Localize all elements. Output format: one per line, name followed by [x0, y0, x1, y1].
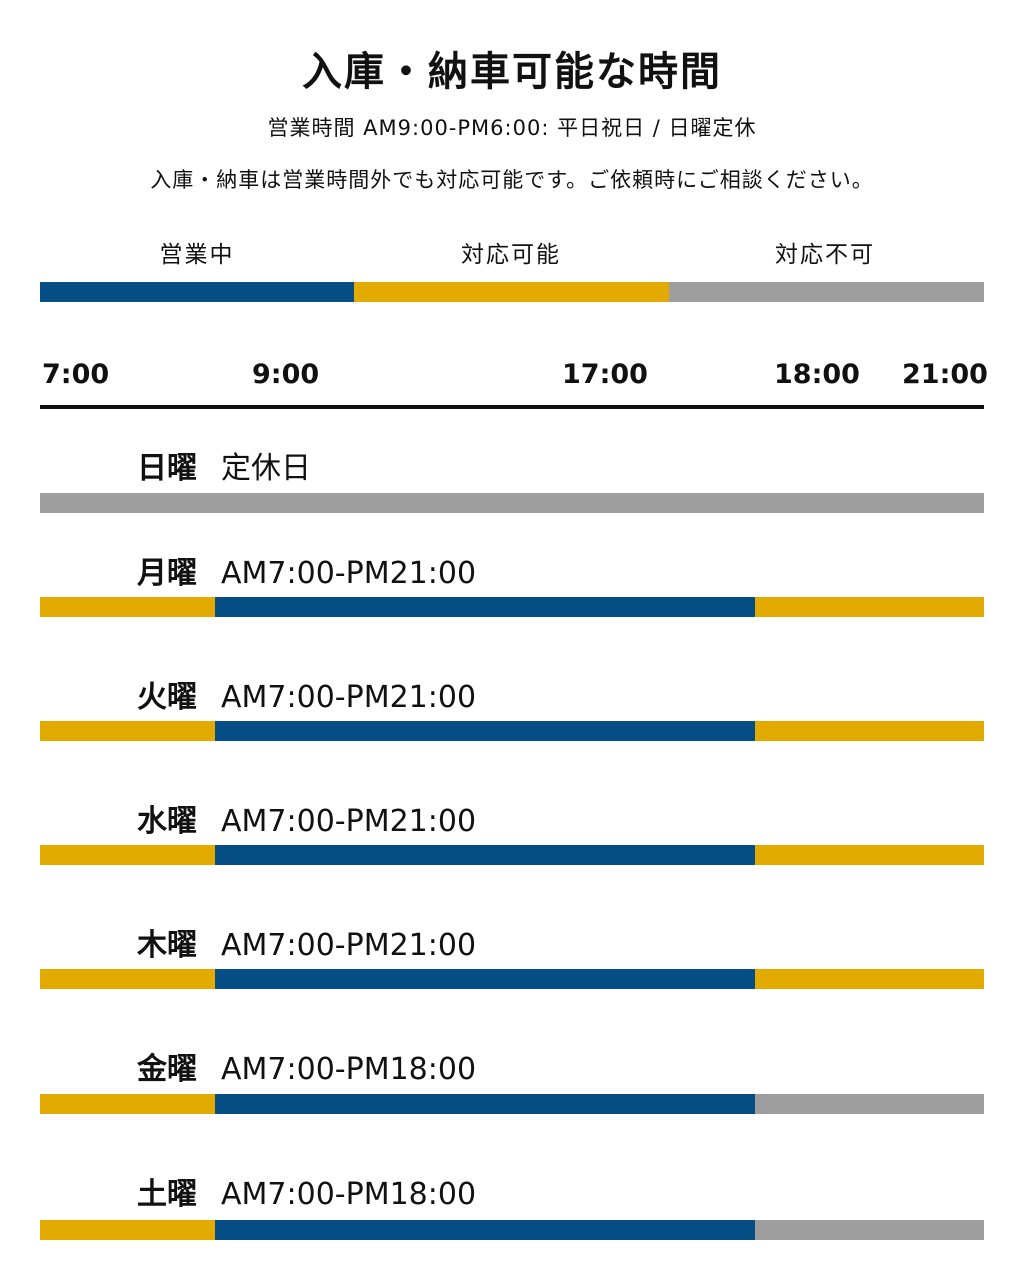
segment-open — [215, 1094, 755, 1114]
day-label-thursday: 木曜 AM7:00-PM21:00 — [137, 927, 476, 965]
day-bar-thursday — [40, 969, 984, 989]
tick-label: 17:00 — [562, 359, 648, 390]
segment-available — [40, 1220, 216, 1240]
after-hours-note: 入庫・納車は営業時間外でも対応可能です。ご依頼時にご相談ください。 — [150, 168, 874, 192]
day-bar-friday — [40, 1094, 984, 1114]
segment-unavailable — [40, 493, 984, 513]
segment-unavailable — [754, 1094, 984, 1114]
legend-swatch-open — [40, 282, 354, 302]
day-name: 月曜 — [137, 556, 197, 591]
segment-available — [754, 597, 984, 617]
day-label-sunday: 日曜 定休日 — [137, 450, 311, 488]
day-label-monday: 月曜 AM7:00-PM21:00 — [137, 555, 476, 593]
segment-available — [754, 845, 984, 865]
segment-available — [40, 969, 216, 989]
legend-label-unavailable: 対応不可 — [775, 242, 875, 268]
day-hours: AM7:00-PM18:00 — [221, 1177, 477, 1212]
segment-available — [40, 597, 216, 617]
day-hours: 定休日 — [221, 451, 311, 486]
legend-swatch-available — [354, 282, 669, 302]
segment-available — [40, 721, 216, 741]
day-name: 火曜 — [137, 680, 197, 715]
tick-label: 21:00 — [902, 359, 988, 390]
day-name: 土曜 — [137, 1177, 197, 1212]
day-bar-monday — [40, 597, 984, 617]
segment-open — [215, 969, 755, 989]
day-hours: AM7:00-PM21:00 — [221, 928, 477, 963]
day-name: 水曜 — [137, 804, 197, 839]
segment-available — [40, 1094, 216, 1114]
axis-line — [40, 405, 984, 409]
day-bar-saturday — [40, 1220, 984, 1240]
day-label-saturday: 土曜 AM7:00-PM18:00 — [137, 1176, 476, 1214]
day-name: 金曜 — [137, 1052, 197, 1087]
segment-open — [215, 721, 755, 741]
business-hours-subtitle: 営業時間 AM9:00-PM6:00: 平日祝日 / 日曜定休 — [267, 116, 757, 140]
day-bar-tuesday — [40, 721, 984, 741]
tick-label: 7:00 — [42, 359, 110, 390]
tick-label: 9:00 — [252, 359, 320, 390]
segment-available — [754, 721, 984, 741]
segment-open — [215, 1220, 755, 1240]
page-title: 入庫・納車可能な時間 — [302, 49, 722, 95]
day-label-tuesday: 火曜 AM7:00-PM21:00 — [137, 679, 476, 717]
segment-open — [215, 597, 755, 617]
day-name: 日曜 — [137, 451, 197, 486]
legend-label-available: 対応可能 — [461, 242, 561, 268]
day-bar-sunday — [40, 493, 984, 513]
segment-available — [754, 969, 984, 989]
legend-label-open: 営業中 — [159, 242, 235, 268]
segment-available — [40, 845, 216, 865]
segment-open — [215, 845, 755, 865]
segment-unavailable — [754, 1220, 984, 1240]
legend-swatch-unavailable — [669, 282, 984, 302]
day-label-wednesday: 水曜 AM7:00-PM21:00 — [137, 803, 476, 841]
day-hours: AM7:00-PM21:00 — [221, 804, 477, 839]
day-hours: AM7:00-PM21:00 — [221, 556, 477, 591]
day-hours: AM7:00-PM21:00 — [221, 680, 477, 715]
day-label-friday: 金曜 AM7:00-PM18:00 — [137, 1051, 476, 1089]
day-name: 木曜 — [137, 928, 197, 963]
tick-label: 18:00 — [774, 359, 860, 390]
day-hours: AM7:00-PM18:00 — [221, 1052, 477, 1087]
day-bar-wednesday — [40, 845, 984, 865]
